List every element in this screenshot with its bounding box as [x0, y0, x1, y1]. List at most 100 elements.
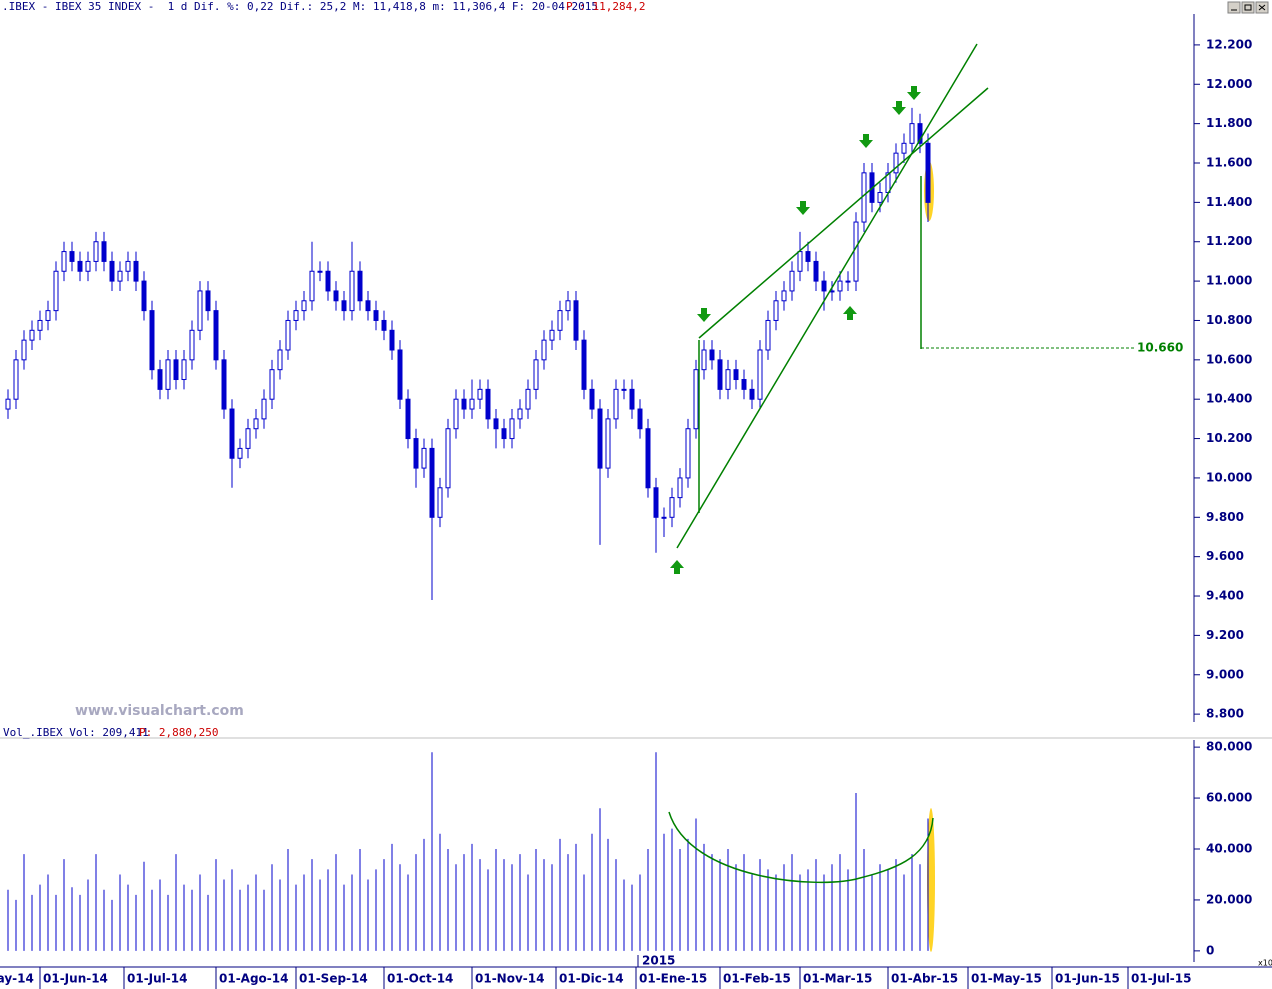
x-tick-label: 01-Ene-15	[639, 972, 707, 986]
candle-body	[893, 152, 899, 174]
volume-tick-label: 40.000	[1206, 842, 1252, 856]
volume-tick-label: 0	[1206, 943, 1214, 957]
candle-body	[13, 359, 19, 400]
candle-body	[565, 300, 571, 312]
candle-body	[709, 349, 715, 361]
y-tick-label: 10.000	[1206, 470, 1252, 484]
candle-body	[557, 310, 563, 331]
y-tick-label: 10.200	[1206, 431, 1252, 445]
candle-body	[157, 369, 163, 390]
down-arrow	[907, 86, 921, 100]
down-arrow	[859, 134, 873, 148]
candle-body	[821, 280, 827, 292]
candle-body	[221, 359, 227, 410]
candle-body	[477, 388, 483, 400]
y-tick-label: 12.200	[1206, 37, 1252, 51]
candle-body	[45, 310, 51, 321]
year-label: 2015	[642, 954, 675, 968]
candle-body	[61, 251, 67, 272]
watermark: www.visualchart.com	[75, 703, 244, 719]
y-tick-label: 8.800	[1206, 707, 1244, 721]
candle-body	[525, 388, 531, 410]
minimize-button[interactable]	[1227, 1, 1241, 14]
candle-body	[541, 339, 547, 361]
candle-body	[781, 290, 787, 302]
candle-body	[133, 260, 139, 282]
candle-body	[845, 280, 851, 283]
candle-body	[229, 408, 235, 459]
candle-body	[453, 398, 459, 430]
candle-body	[173, 359, 179, 381]
candle-body	[717, 359, 723, 390]
x-tick-label: 01-Jul-14	[127, 972, 187, 986]
candle-body	[181, 359, 187, 381]
candle-body	[589, 388, 595, 410]
y-tick-label: 9.600	[1206, 549, 1244, 563]
candle-body	[493, 418, 499, 430]
candle-body	[309, 270, 315, 302]
y-tick-label: 11.400	[1206, 195, 1252, 209]
maximize-button[interactable]	[1241, 1, 1255, 14]
channel-upper	[698, 87, 989, 339]
candle-body	[605, 418, 611, 469]
chart-title: .IBEX - IBEX 35 INDEX - 1 d Dif. %: 0,22…	[2, 0, 598, 13]
candle-body	[685, 428, 691, 479]
candle-body	[269, 369, 275, 400]
x-tick-label: 01-Jun-14	[43, 972, 108, 986]
candle-body	[141, 280, 147, 312]
candle-body	[613, 388, 619, 420]
price-label: P : 11,284,2	[566, 0, 645, 13]
candle-body	[85, 260, 91, 272]
candle-body	[813, 260, 819, 282]
candle-body	[397, 349, 403, 400]
candle-body	[197, 290, 203, 331]
x-tick-label: 01-Dic-14	[559, 972, 624, 986]
candle-body	[789, 270, 795, 292]
candle-body	[733, 369, 739, 381]
candle-body	[461, 398, 467, 410]
x-tick-label: 01-May-15	[971, 972, 1042, 986]
candle-body	[5, 398, 11, 410]
candle-body	[53, 270, 59, 312]
candle-body	[357, 270, 363, 302]
candle-body	[205, 290, 211, 312]
candle-body	[661, 516, 667, 519]
up-arrow	[843, 306, 857, 320]
candle-body	[877, 192, 883, 203]
candle-body	[317, 270, 323, 273]
candle-body	[253, 418, 259, 430]
volume-title: Vol_.IBEX Vol: 209,411	[3, 726, 149, 739]
candle-body	[293, 310, 299, 321]
candle-body	[285, 319, 291, 351]
candle-body	[125, 260, 131, 272]
x-tick-label: 01-Oct-14	[387, 972, 453, 986]
y-tick-label: 9.400	[1206, 589, 1244, 603]
volume-tick-label: 80.000	[1206, 740, 1252, 754]
candle-body	[853, 221, 859, 282]
volume-price-label: P: 2,880,250	[139, 726, 218, 739]
window-buttons[interactable]	[1227, 1, 1269, 14]
candle-body	[149, 310, 155, 371]
y-tick-label: 10.800	[1206, 313, 1252, 327]
candle-body	[333, 290, 339, 302]
x-tick-label: 01-Feb-15	[723, 972, 791, 986]
candle-body	[765, 319, 771, 351]
x-tick-label: 01-Abr-15	[891, 972, 958, 986]
candle-body	[29, 329, 35, 341]
candle-body	[757, 349, 763, 400]
candle-body	[261, 398, 267, 420]
candle-body	[277, 349, 283, 371]
highlight	[927, 808, 935, 952]
multiplier-label: x10	[1258, 959, 1272, 968]
y-tick-label: 9.000	[1206, 667, 1244, 681]
candle-body	[237, 447, 243, 459]
candle-body	[581, 339, 587, 390]
candle-body	[629, 388, 635, 410]
x-tick-label: 01-Jun-15	[1055, 972, 1120, 986]
y-tick-label: 11.200	[1206, 234, 1252, 248]
down-arrow	[796, 201, 810, 215]
volume-curve	[668, 811, 934, 884]
y-tick-label: 9.200	[1206, 628, 1244, 642]
up-arrow	[670, 560, 684, 574]
